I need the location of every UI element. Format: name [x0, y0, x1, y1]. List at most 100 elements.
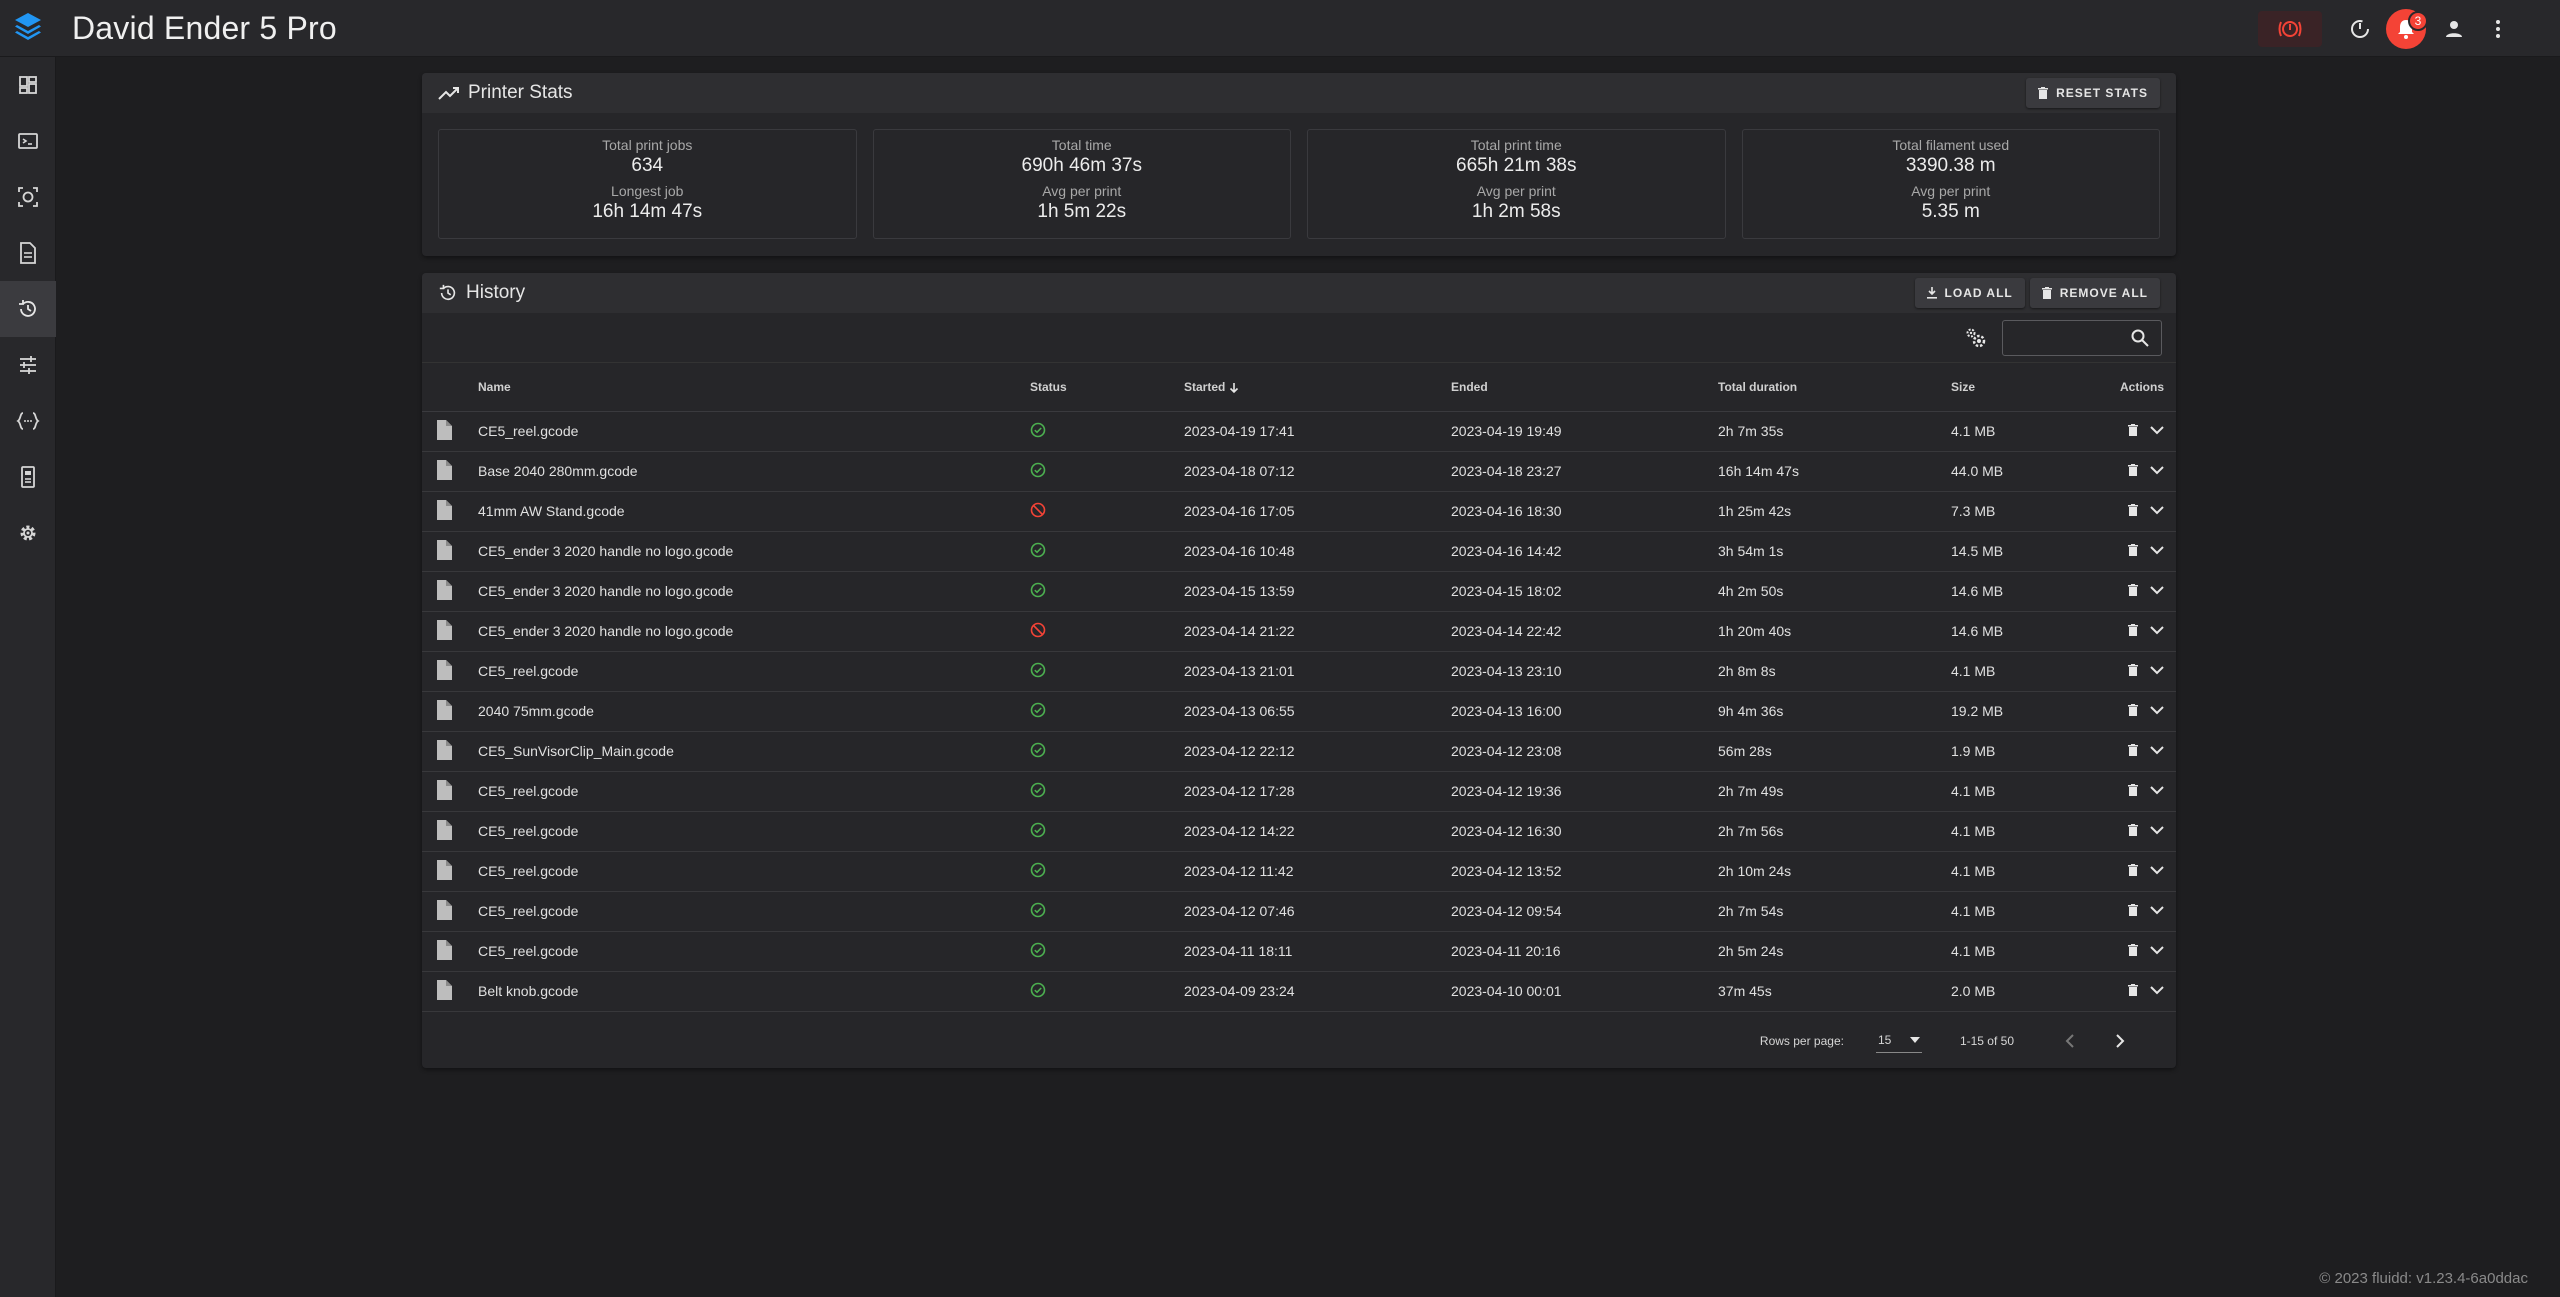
column-header-size[interactable]: Size	[1951, 363, 2101, 412]
delete-job-button[interactable]	[2128, 784, 2138, 796]
chevron-down-icon[interactable]	[2150, 745, 2164, 755]
delete-job-button[interactable]	[2128, 584, 2138, 596]
table-row[interactable]: CE5_reel.gcode 2023-04-12 17:28 2023-04-12…	[422, 771, 2176, 812]
table-row[interactable]: 41mm AW Stand.gcode 2023-04-16 17:05 2023-…	[422, 491, 2176, 532]
chevron-down-icon[interactable]	[2150, 545, 2164, 555]
column-header-started[interactable]: Started	[1184, 363, 1451, 412]
fluidd-logo-icon[interactable]	[0, 0, 56, 57]
delete-icon[interactable]	[2128, 864, 2138, 876]
delete-icon[interactable]	[2128, 904, 2138, 916]
expand-row-button[interactable]	[2150, 905, 2164, 915]
column-header-status[interactable]: Status	[1030, 363, 1184, 412]
more-menu-button[interactable]	[2476, 7, 2520, 51]
delete-icon[interactable]	[2128, 984, 2138, 996]
user-account-button[interactable]	[2432, 7, 2476, 51]
chevron-down-icon[interactable]	[2150, 505, 2164, 515]
table-row[interactable]: Belt knob.gcode 2023-04-09 23:24 2023-04-1…	[422, 971, 2176, 1012]
table-row[interactable]: CE5_reel.gcode 2023-04-12 14:22 2023-04-12…	[422, 811, 2176, 852]
delete-job-button[interactable]	[2128, 984, 2138, 996]
expand-row-button[interactable]	[2150, 585, 2164, 595]
load-all-button[interactable]: LOAD ALL	[1914, 278, 2025, 308]
next-page-button[interactable]	[2100, 1021, 2140, 1061]
previous-page-button[interactable]	[2050, 1021, 2090, 1061]
delete-job-button[interactable]	[2128, 864, 2138, 876]
expand-row-button[interactable]	[2150, 665, 2164, 675]
expand-row-button[interactable]	[2150, 745, 2164, 755]
expand-row-button[interactable]	[2150, 945, 2164, 955]
nav-console[interactable]	[0, 113, 56, 169]
delete-job-button[interactable]	[2128, 744, 2138, 756]
delete-icon[interactable]	[2128, 784, 2138, 796]
delete-icon[interactable]	[2128, 584, 2138, 596]
chevron-down-icon[interactable]	[2150, 705, 2164, 715]
delete-job-button[interactable]	[2128, 424, 2138, 436]
chevron-down-icon[interactable]	[2150, 905, 2164, 915]
expand-row-button[interactable]	[2150, 985, 2164, 995]
table-row[interactable]: CE5_SunVisorClip_Main.gcode 2023-04-12 22…	[422, 731, 2176, 772]
expand-row-button[interactable]	[2150, 505, 2164, 515]
delete-job-button[interactable]	[2128, 904, 2138, 916]
column-header-ended[interactable]: Ended	[1451, 363, 1718, 412]
nav-dashboard[interactable]	[0, 57, 56, 113]
table-row[interactable]: Base 2040 280mm.gcode 2023-04-18 07:12 202…	[422, 451, 2176, 492]
delete-job-button[interactable]	[2128, 944, 2138, 956]
chevron-down-icon[interactable]	[2150, 785, 2164, 795]
table-row[interactable]: CE5_reel.gcode 2023-04-19 17:41 2023-04-19…	[422, 411, 2176, 452]
chevron-down-icon[interactable]	[2150, 625, 2164, 635]
chevron-down-icon[interactable]	[2150, 945, 2164, 955]
table-row[interactable]: CE5_ender 3 2020 handle no logo.gcode 202…	[422, 571, 2176, 612]
delete-job-button[interactable]	[2128, 504, 2138, 516]
nav-system[interactable]	[0, 449, 56, 505]
nav-tune[interactable]	[0, 337, 56, 393]
nav-settings[interactable]	[0, 505, 56, 561]
chevron-down-icon[interactable]	[2150, 585, 2164, 595]
reset-stats-button[interactable]: RESET STATS	[2026, 78, 2160, 108]
nav-history[interactable]	[0, 281, 56, 337]
delete-job-button[interactable]	[2128, 624, 2138, 636]
table-row[interactable]: CE5_reel.gcode 2023-04-12 07:46 2023-04-12…	[422, 891, 2176, 932]
delete-icon[interactable]	[2128, 664, 2138, 676]
delete-icon[interactable]	[2128, 704, 2138, 716]
table-row[interactable]: 2040 75mm.gcode 2023-04-13 06:55 2023-04-1…	[422, 691, 2176, 732]
expand-row-button[interactable]	[2150, 545, 2164, 555]
delete-icon[interactable]	[2128, 944, 2138, 956]
delete-icon[interactable]	[2128, 424, 2138, 436]
chevron-down-icon[interactable]	[2150, 465, 2164, 475]
chevron-down-icon[interactable]	[2150, 425, 2164, 435]
expand-row-button[interactable]	[2150, 705, 2164, 715]
table-row[interactable]: CE5_ender 3 2020 handle no logo.gcode 202…	[422, 531, 2176, 572]
nav-camera[interactable]	[0, 169, 56, 225]
delete-icon[interactable]	[2128, 744, 2138, 756]
chevron-down-icon[interactable]	[2150, 865, 2164, 875]
delete-icon[interactable]	[2128, 624, 2138, 636]
table-row[interactable]: CE5_reel.gcode 2023-04-11 18:11 2023-04-11…	[422, 931, 2176, 972]
delete-icon[interactable]	[2128, 544, 2138, 556]
history-search-input[interactable]	[2002, 319, 2162, 356]
remove-all-button[interactable]: REMOVE ALL	[2029, 278, 2160, 308]
column-settings-button[interactable]	[1958, 320, 1994, 356]
chevron-down-icon[interactable]	[2150, 985, 2164, 995]
table-row[interactable]: CE5_ender 3 2020 handle no logo.gcode 202…	[422, 611, 2176, 652]
rows-per-page-select[interactable]: 15	[1875, 1029, 1922, 1053]
expand-row-button[interactable]	[2150, 625, 2164, 635]
expand-row-button[interactable]	[2150, 825, 2164, 835]
delete-icon[interactable]	[2128, 464, 2138, 476]
chevron-down-icon[interactable]	[2150, 665, 2164, 675]
expand-row-button[interactable]	[2150, 785, 2164, 795]
delete-job-button[interactable]	[2128, 664, 2138, 676]
notifications-button[interactable]: 3	[2384, 7, 2428, 51]
expand-row-button[interactable]	[2150, 465, 2164, 475]
delete-icon[interactable]	[2128, 824, 2138, 836]
power-services-button[interactable]	[2338, 7, 2382, 51]
delete-icon[interactable]	[2128, 504, 2138, 516]
delete-job-button[interactable]	[2128, 704, 2138, 716]
emergency-stop-button[interactable]	[2258, 10, 2322, 47]
chevron-down-icon[interactable]	[2150, 825, 2164, 835]
column-header-duration[interactable]: Total duration	[1718, 363, 1951, 412]
nav-macros[interactable]	[0, 393, 56, 449]
column-header-name[interactable]: Name	[478, 363, 1030, 412]
delete-job-button[interactable]	[2128, 824, 2138, 836]
expand-row-button[interactable]	[2150, 425, 2164, 435]
expand-row-button[interactable]	[2150, 865, 2164, 875]
delete-job-button[interactable]	[2128, 464, 2138, 476]
